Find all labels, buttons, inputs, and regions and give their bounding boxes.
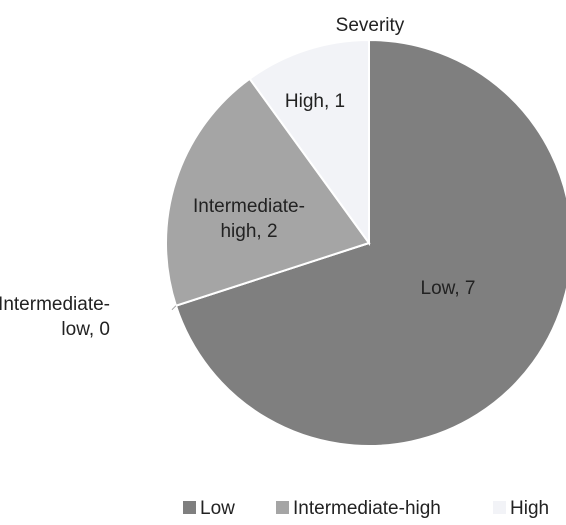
legend-label-intermediate-high: Intermediate-high [293,498,441,519]
legend-swatch-intermediate-high [276,501,289,514]
legend-swatch-high [493,501,506,514]
legend-swatch-low [183,501,196,514]
legend-label-low: Low [200,498,235,519]
leader-line-intermediate-low [171,305,177,311]
pie-slices [165,38,566,447]
legend: Low Intermediate-high High [183,498,549,519]
data-label-intermediate-high: Intermediate-high, 2 [193,196,305,242]
data-label-low: Low, 7 [421,278,476,299]
data-label-intermediate-low: Intermediate-low, 0 [0,294,110,340]
legend-label-high: High [510,498,549,519]
chart-title: Severity [336,15,405,36]
pie-slice-intermediate-high [165,77,371,307]
data-label-high: High, 1 [285,91,345,112]
pie-slice-low [174,38,566,447]
data-labels: Low, 7 Intermediate-low, 0 Intermediate-hi… [0,91,475,340]
pie-slice-high [248,38,370,247]
